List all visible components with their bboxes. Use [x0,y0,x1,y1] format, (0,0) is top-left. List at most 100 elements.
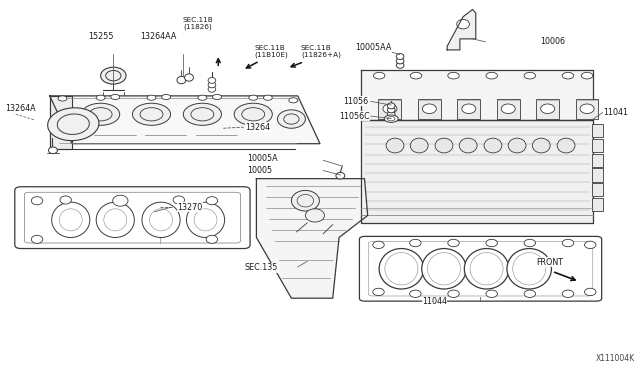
Ellipse shape [470,253,503,285]
Ellipse shape [106,71,121,81]
Ellipse shape [277,110,305,128]
Ellipse shape [113,195,128,206]
Ellipse shape [372,241,384,248]
Text: SEC.135: SEC.135 [245,263,278,272]
Ellipse shape [386,138,404,153]
Ellipse shape [448,72,460,79]
Ellipse shape [387,103,395,109]
Ellipse shape [206,235,218,243]
Ellipse shape [191,108,214,121]
Ellipse shape [198,95,207,100]
Ellipse shape [396,62,404,68]
FancyBboxPatch shape [15,187,250,248]
Ellipse shape [410,138,428,153]
Ellipse shape [140,108,163,121]
Text: 11041: 11041 [604,108,628,117]
Polygon shape [447,9,476,50]
Ellipse shape [396,54,404,60]
Ellipse shape [387,107,395,113]
Ellipse shape [336,172,345,179]
Bar [591,154,603,167]
Ellipse shape [147,95,156,100]
Bar [378,99,401,119]
Ellipse shape [52,202,90,237]
Ellipse shape [31,197,43,205]
Text: 11056: 11056 [344,97,369,106]
Text: 13264A: 13264A [5,104,36,113]
Ellipse shape [507,248,552,289]
Ellipse shape [465,248,509,289]
Ellipse shape [410,239,421,247]
Ellipse shape [111,94,120,100]
Ellipse shape [297,195,314,207]
Ellipse shape [142,202,180,237]
FancyBboxPatch shape [360,236,602,301]
Ellipse shape [150,209,173,231]
Ellipse shape [410,290,421,298]
Ellipse shape [524,290,536,298]
Ellipse shape [162,94,171,100]
Ellipse shape [305,209,324,222]
Ellipse shape [104,209,127,231]
Bar [536,99,559,119]
Ellipse shape [486,290,497,298]
Ellipse shape [563,72,573,79]
Ellipse shape [385,253,418,285]
Ellipse shape [384,115,398,122]
Ellipse shape [206,197,218,205]
Text: 10005: 10005 [247,166,272,175]
Ellipse shape [100,67,126,84]
Ellipse shape [460,138,477,153]
Ellipse shape [532,138,550,153]
Polygon shape [50,96,72,149]
Ellipse shape [234,103,272,125]
Ellipse shape [208,77,216,83]
Ellipse shape [284,114,299,124]
Ellipse shape [581,72,593,79]
Ellipse shape [183,103,221,125]
Ellipse shape [264,95,272,100]
Ellipse shape [557,138,575,153]
Ellipse shape [132,103,171,125]
Ellipse shape [81,103,120,125]
Ellipse shape [584,241,596,248]
Ellipse shape [291,190,319,211]
Ellipse shape [422,104,436,113]
Ellipse shape [47,108,99,141]
Ellipse shape [173,196,184,204]
Bar [591,198,603,211]
Text: (11826): (11826) [184,24,212,31]
Bar [591,183,603,196]
Bar [575,99,598,119]
Ellipse shape [379,248,424,289]
Ellipse shape [422,248,467,289]
Ellipse shape [448,290,460,298]
Ellipse shape [96,95,105,100]
Text: 11044: 11044 [422,297,447,307]
Ellipse shape [508,138,526,153]
Text: 15255: 15255 [88,32,113,41]
Ellipse shape [541,104,555,113]
Bar [591,124,603,137]
Ellipse shape [457,19,469,29]
Ellipse shape [57,114,90,134]
Ellipse shape [208,82,216,88]
Ellipse shape [373,72,385,79]
Ellipse shape [58,96,67,101]
Ellipse shape [177,76,186,84]
Text: SEC.11B: SEC.11B [255,45,285,51]
Ellipse shape [60,209,82,231]
Ellipse shape [387,111,395,117]
Ellipse shape [410,72,422,79]
Text: 11056C: 11056C [339,112,370,121]
Ellipse shape [435,138,453,153]
Ellipse shape [524,239,536,247]
Ellipse shape [563,239,573,247]
Ellipse shape [208,86,216,92]
Ellipse shape [212,94,221,100]
Ellipse shape [462,104,476,113]
Text: SEC.11B: SEC.11B [182,17,213,23]
Text: FRONT: FRONT [536,258,563,267]
Bar [591,169,603,182]
Ellipse shape [383,104,397,113]
